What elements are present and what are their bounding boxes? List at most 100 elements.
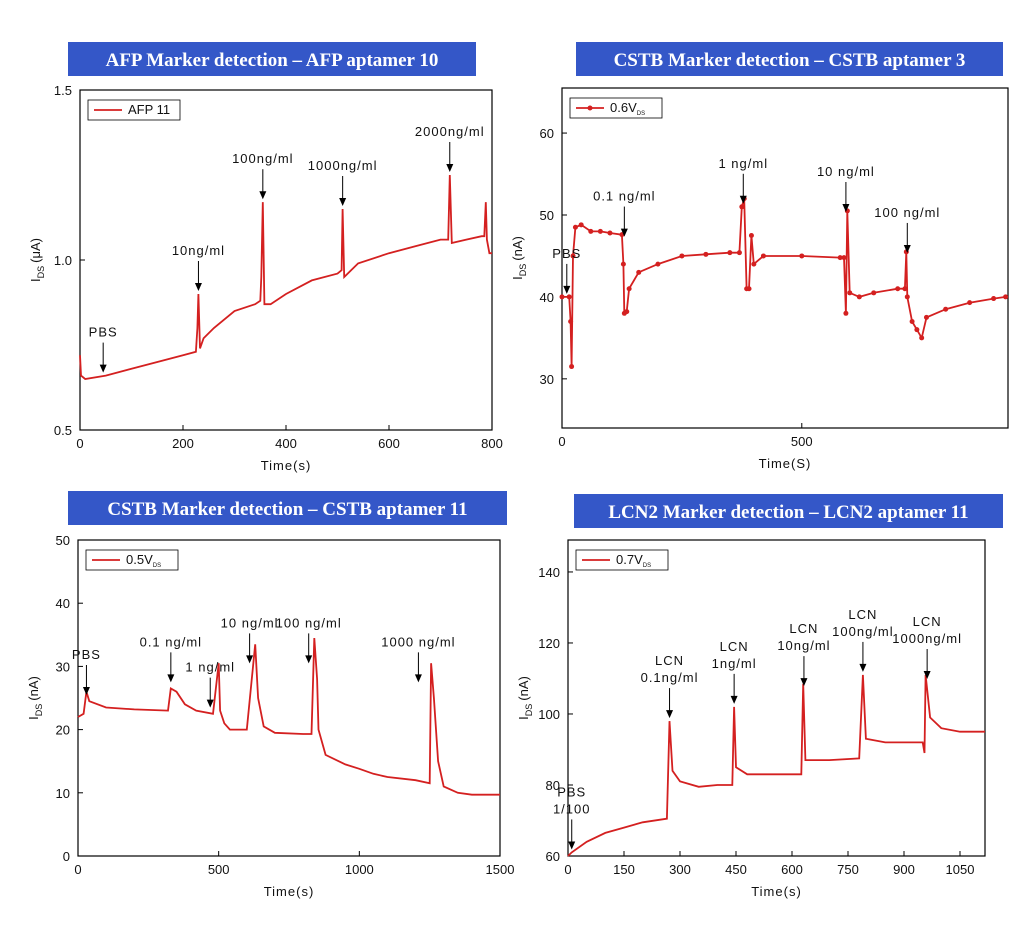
arrow-head — [903, 244, 911, 253]
data-point — [569, 364, 575, 370]
legend-label: 0.5VDS — [126, 552, 161, 569]
legend-label: 0.7VDS — [616, 552, 651, 569]
y-label-unit: (nA) — [26, 676, 41, 701]
arrow-head — [167, 674, 175, 683]
annotation-label: 1 ng/ml — [185, 660, 235, 675]
arrow-head — [666, 710, 674, 719]
data-point — [919, 335, 925, 341]
data-point — [902, 286, 908, 292]
data-point — [748, 232, 754, 238]
data-point — [655, 261, 661, 267]
x-axis-label: Time(S) — [759, 456, 812, 471]
chart-title: AFP Marker detection – AFP aptamer 10 — [106, 50, 439, 71]
data-line — [562, 198, 1006, 367]
plot-frame — [567, 539, 986, 857]
data-point — [679, 253, 685, 259]
x-axis-label: Time(s) — [261, 458, 312, 473]
chart: AFP Marker detection – AFP aptamer 10 0 20… — [28, 42, 503, 473]
annotation-label: 1/100 — [553, 801, 591, 816]
y-label-main: I — [26, 716, 41, 720]
data-point — [967, 300, 973, 306]
y-tick-label: 30 — [540, 372, 554, 387]
y-tick-label: 30 — [56, 659, 70, 674]
y-tick-label: 40 — [56, 596, 70, 611]
annotation-label: 1ng/ml — [712, 656, 757, 671]
arrow-head — [414, 674, 422, 683]
annotation-label: LCN — [720, 639, 749, 654]
legend-name: AFP 11 — [128, 102, 170, 117]
annotation-label: LCN — [655, 653, 684, 668]
y-tick-label: 60 — [540, 126, 554, 141]
x-tick-label: 1050 — [946, 862, 975, 877]
data-point — [572, 224, 578, 230]
annotation-label: 2000ng/ml — [415, 124, 485, 139]
y-tick-label: 40 — [540, 290, 554, 305]
arrow-head — [259, 191, 267, 200]
legend-name: 0.6V — [610, 100, 637, 115]
x-tick-label: 500 — [208, 862, 230, 877]
arrow-head — [923, 671, 931, 680]
arrow-head — [194, 283, 202, 291]
title-banner — [574, 494, 1003, 528]
data-point — [904, 294, 910, 300]
annotation-label: 100ng/ml — [832, 624, 893, 639]
y-label-unit: (nA) — [516, 676, 531, 701]
y-axis-label: IDS (μA) — [28, 238, 46, 282]
x-tick-label: 600 — [781, 862, 803, 877]
annotation-label: PBS — [89, 325, 118, 340]
data-point — [566, 294, 572, 300]
data-point — [799, 253, 805, 259]
annotation-label: PBS — [557, 784, 586, 799]
title-banner — [68, 491, 507, 525]
y-tick-label: 100 — [538, 707, 560, 722]
annotation-label: 0.1 ng/ml — [140, 634, 202, 649]
data-point — [841, 255, 847, 261]
x-tick-label: 900 — [893, 862, 915, 877]
x-tick-label: 400 — [275, 436, 297, 451]
data-point — [746, 286, 752, 292]
x-tick-label: 0 — [558, 434, 565, 449]
chart-title: CSTB Marker detection – CSTB aptamer 11 — [107, 499, 467, 520]
x-axis-label: Time(s) — [264, 884, 315, 899]
data-line — [79, 174, 492, 380]
data-point — [751, 261, 757, 267]
legend-label: AFP 11 — [128, 102, 170, 117]
y-tick-label: 80 — [546, 778, 560, 793]
title-banner — [576, 42, 1003, 76]
chart: CSTB Marker detection – CSTB aptamer 3 0 5… — [510, 42, 1009, 471]
data-point — [624, 309, 630, 315]
chart: LCN2 Marker detection – LCN2 aptamer 11 0… — [516, 494, 1003, 899]
plot-frame — [77, 539, 501, 857]
data-point — [578, 222, 584, 228]
data-point — [570, 253, 576, 259]
annotation-label: PBS — [552, 246, 581, 261]
arrow-head — [305, 655, 313, 664]
annotation-label: 10 ng/ml — [817, 164, 875, 179]
y-tick-label: 0.5 — [54, 423, 72, 438]
data-point — [856, 294, 862, 300]
data-point — [568, 318, 574, 324]
legend-box — [569, 97, 663, 119]
arrow-head — [99, 364, 107, 373]
data-point — [909, 318, 915, 324]
y-label-main: I — [28, 278, 43, 282]
annotation-label: 10ng/ml — [172, 243, 225, 258]
arrow-head — [859, 663, 867, 672]
x-tick-label: 1000 — [345, 862, 374, 877]
legend-box — [85, 549, 179, 571]
data-point — [914, 327, 920, 333]
annotation-label: 0.1 ng/ml — [593, 189, 655, 204]
annotation-label: PBS — [72, 647, 101, 662]
y-tick-label: 50 — [56, 533, 70, 548]
y-label-main: I — [510, 276, 525, 280]
y-axis-label: IDS (nA) — [516, 676, 534, 720]
data-point — [871, 290, 877, 296]
x-tick-label: 800 — [481, 436, 503, 451]
legend-marker — [587, 105, 593, 111]
data-point — [843, 310, 849, 316]
chart-title: LCN2 Marker detection – LCN2 aptamer 11 — [608, 502, 968, 523]
plot-frame — [79, 89, 493, 431]
legend-label: 0.6VDS — [610, 100, 645, 117]
y-label-unit: (μA) — [28, 238, 43, 263]
y-tick-label: 10 — [56, 786, 70, 801]
